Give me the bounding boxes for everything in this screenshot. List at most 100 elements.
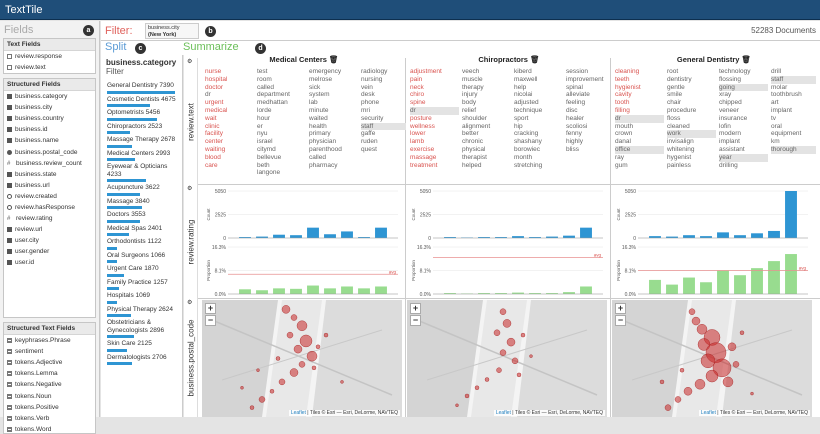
- leaflet-link[interactable]: Leaflet: [701, 410, 716, 416]
- field-item[interactable]: user.gender: [4, 246, 95, 257]
- word-term[interactable]: lamb: [410, 138, 459, 146]
- field-item[interactable]: tokens.Lemma: [4, 368, 95, 379]
- word-term[interactable]: pharmacy: [309, 162, 358, 170]
- word-term[interactable]: shoulder: [462, 115, 511, 123]
- word-term[interactable]: implant: [719, 138, 768, 146]
- split-item[interactable]: Cosmetic Dentists 4675: [101, 96, 182, 108]
- split-item[interactable]: Skin Care 2125: [101, 340, 182, 352]
- word-term[interactable]: borowiec: [514, 146, 563, 154]
- word-term[interactable]: scoliosi: [566, 123, 611, 131]
- word-term[interactable]: highly: [566, 138, 611, 146]
- word-term[interactable]: ray: [615, 154, 664, 162]
- word-term[interactable]: radiology: [361, 68, 406, 76]
- word-term[interactable]: equipment: [771, 130, 816, 138]
- word-term[interactable]: floss: [667, 115, 716, 123]
- word-term[interactable]: center: [205, 138, 254, 146]
- word-term[interactable]: gum: [615, 162, 664, 170]
- word-term[interactable]: department: [257, 91, 306, 99]
- word-term[interactable]: melrose: [309, 76, 358, 84]
- field-item[interactable]: business.category: [4, 91, 95, 102]
- word-term[interactable]: hospital: [205, 76, 254, 84]
- field-item[interactable]: tokens.Verb: [4, 413, 95, 424]
- field-item[interactable]: review.response: [4, 51, 95, 62]
- word-term[interactable]: healer: [566, 115, 611, 123]
- word-term[interactable]: hygienist: [615, 84, 664, 92]
- word-term[interactable]: better: [462, 130, 511, 138]
- word-term[interactable]: wait: [205, 115, 254, 123]
- field-item[interactable]: business.state: [4, 169, 95, 180]
- word-term[interactable]: flossing: [719, 76, 768, 84]
- word-term[interactable]: filling: [615, 107, 664, 115]
- word-term[interactable]: gentle: [667, 84, 716, 92]
- split-item[interactable]: General Dentistry 7390: [101, 82, 182, 94]
- field-item[interactable]: user.id: [4, 257, 95, 268]
- word-term[interactable]: spine: [410, 99, 459, 107]
- word-term[interactable]: urgent: [205, 99, 254, 107]
- word-term[interactable]: smile: [667, 91, 716, 99]
- split-item[interactable]: Medical Centers 2993: [101, 150, 182, 162]
- word-term[interactable]: mri: [361, 107, 406, 115]
- word-term[interactable]: ruden: [361, 138, 406, 146]
- split-item[interactable]: Optometrists 5456: [101, 109, 182, 121]
- field-item[interactable]: business.name: [4, 135, 95, 146]
- word-term[interactable]: minute: [309, 107, 358, 115]
- word-term[interactable]: waiting: [205, 146, 254, 154]
- word-term[interactable]: called: [257, 84, 306, 92]
- word-term[interactable]: danal: [615, 138, 664, 146]
- word-term[interactable]: painless: [667, 162, 716, 170]
- word-term[interactable]: invisalign: [667, 138, 716, 146]
- word-term[interactable]: beth: [257, 162, 306, 170]
- word-term[interactable]: adjustment: [410, 68, 459, 76]
- word-term[interactable]: therapist: [462, 154, 511, 162]
- word-term[interactable]: drill: [771, 68, 816, 76]
- word-term[interactable]: thorough: [771, 146, 816, 154]
- word-term[interactable]: technology: [719, 68, 768, 76]
- field-item[interactable]: review.url: [4, 224, 95, 235]
- row-header[interactable]: ⚙review.rating: [184, 185, 198, 299]
- word-term[interactable]: nursing: [361, 76, 406, 84]
- gear-icon[interactable]: ⚙: [187, 58, 192, 65]
- word-term[interactable]: teeth: [615, 76, 664, 84]
- word-term[interactable]: primary: [309, 130, 358, 138]
- word-term[interactable]: session: [566, 68, 611, 76]
- split-item[interactable]: Oral Surgeons 1066: [101, 252, 182, 264]
- word-term[interactable]: insurance: [719, 115, 768, 123]
- split-item[interactable]: Obstetricians & Gynecologists 2896: [101, 319, 182, 338]
- word-term[interactable]: lofin: [719, 123, 768, 131]
- word-term[interactable]: phone: [361, 99, 406, 107]
- map-view[interactable]: +−Leaflet | Tiles © Esri — Esri, DeLorme…: [612, 300, 812, 417]
- split-item[interactable]: Hospitals 1069: [101, 292, 182, 304]
- word-term[interactable]: procedure: [667, 107, 716, 115]
- word-term[interactable]: alleviate: [566, 91, 611, 99]
- word-term[interactable]: art: [771, 99, 816, 107]
- word-term[interactable]: help: [514, 84, 563, 92]
- field-item[interactable]: keyphrases.Phrase: [4, 335, 95, 346]
- filter-chip[interactable]: business.city (New York): [145, 23, 199, 39]
- word-term[interactable]: technique: [514, 107, 563, 115]
- word-term[interactable]: treatment: [410, 162, 459, 170]
- leaflet-link[interactable]: Leaflet: [291, 410, 306, 416]
- trash-icon[interactable]: 🗑: [739, 55, 751, 64]
- split-field-title[interactable]: business.category: [101, 55, 182, 67]
- word-term[interactable]: mouth: [615, 123, 664, 131]
- column-header[interactable]: Chiropractors 🗑: [407, 55, 611, 65]
- word-term[interactable]: adjusted: [514, 99, 563, 107]
- split-item[interactable]: Eyewear & Opticians 4233: [101, 163, 182, 182]
- word-term[interactable]: medhattan: [257, 99, 306, 107]
- field-item[interactable]: tokens.Noun: [4, 390, 95, 401]
- word-term[interactable]: physician: [309, 138, 358, 146]
- word-term[interactable]: lab: [309, 99, 358, 107]
- word-term[interactable]: disc: [566, 107, 611, 115]
- split-item[interactable]: Chiropractors 2523: [101, 123, 182, 135]
- zoom-in-button[interactable]: +: [205, 303, 216, 314]
- word-term[interactable]: wellness: [410, 123, 459, 131]
- word-term[interactable]: lorde: [257, 107, 306, 115]
- word-term[interactable]: crown: [615, 130, 664, 138]
- field-item[interactable]: tokens.Word: [4, 424, 95, 434]
- word-term[interactable]: quest: [361, 146, 406, 154]
- split-item[interactable]: Orthodontists 1122: [101, 238, 182, 250]
- word-term[interactable]: waited: [309, 115, 358, 123]
- word-term[interactable]: desk: [361, 91, 406, 99]
- field-item[interactable]: user.city: [4, 235, 95, 246]
- word-term[interactable]: nyu: [257, 130, 306, 138]
